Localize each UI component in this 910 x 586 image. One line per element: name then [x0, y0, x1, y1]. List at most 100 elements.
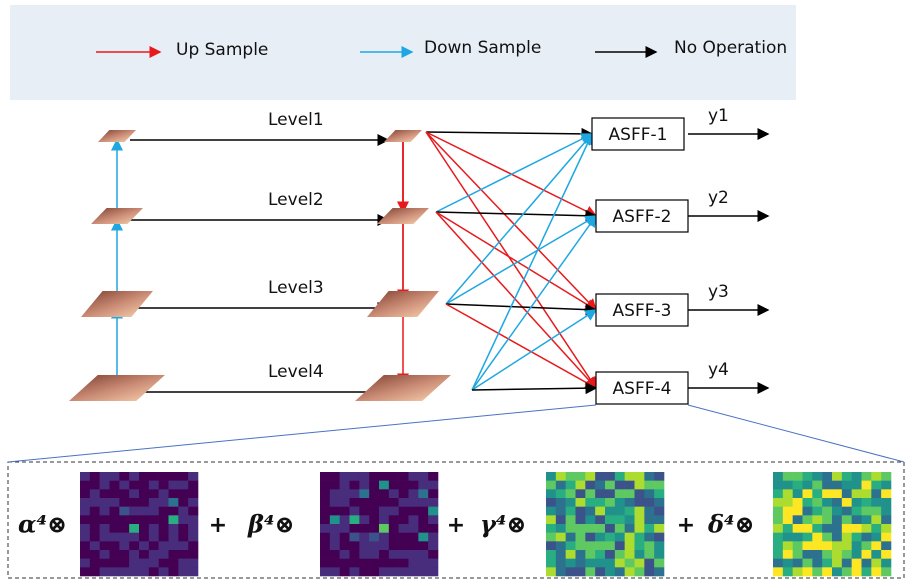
heatmap-cell [428, 533, 438, 542]
heatmap-cell [90, 533, 100, 542]
heatmap-cell [654, 507, 664, 516]
heatmap-cell [546, 541, 556, 550]
heatmap-cell [340, 550, 350, 559]
heatmap-cell [369, 541, 379, 550]
heatmap-cell [585, 481, 595, 490]
heatmap-cell [178, 550, 188, 559]
heatmap-cell [428, 559, 438, 568]
heatmap-cell [862, 515, 872, 524]
heatmap-cell [822, 481, 832, 490]
heatmap-cell [359, 550, 369, 559]
heatmap-cell [585, 541, 595, 550]
heatmap-cell [546, 472, 556, 481]
heatmap-cell [576, 498, 586, 507]
heatmap-cell [428, 481, 438, 490]
heatmap-cell [556, 489, 566, 498]
heatmap-cell [100, 567, 110, 576]
heatmap-cell [862, 550, 872, 559]
heatmap-cell [340, 541, 350, 550]
heatmap-cell [842, 472, 852, 481]
heatmap-cell [576, 481, 586, 490]
feature-map [355, 375, 451, 401]
heatmap-cell [330, 567, 340, 576]
heatmap-cell [654, 550, 664, 559]
heatmap-cell [556, 498, 566, 507]
feature-map [377, 208, 429, 224]
heatmap-cell [871, 533, 881, 542]
heatmap-cell [793, 515, 803, 524]
heatmap-cell [852, 567, 862, 576]
heatmap-cell [129, 481, 139, 490]
heatmap-cell [409, 567, 419, 576]
heatmap-cell [119, 550, 129, 559]
heatmap-cell [615, 567, 625, 576]
heatmap-cell [359, 524, 369, 533]
heatmap-cell [871, 515, 881, 524]
heatmap-cell [188, 507, 198, 516]
heatmap-cell [773, 541, 783, 550]
heatmap-cell [399, 550, 409, 559]
heatmap-cell [178, 489, 188, 498]
heatmap-cell [340, 489, 350, 498]
heatmap-cell [129, 489, 139, 498]
heatmap-cell [169, 541, 179, 550]
heatmap-cell [635, 559, 645, 568]
heatmap-cell [793, 472, 803, 481]
heatmap-cell [793, 533, 803, 542]
heatmap-cell [852, 481, 862, 490]
heatmap-cell [90, 524, 100, 533]
heatmap-cell [842, 515, 852, 524]
heatmap-cell [576, 472, 586, 481]
heatmap-cell [399, 533, 409, 542]
heatmap-cell [100, 515, 110, 524]
heatmap-cell [330, 524, 340, 533]
output-label: y3 [708, 282, 729, 302]
heatmap-cell [149, 559, 159, 568]
heatmap-cell [188, 541, 198, 550]
heatmap-cell [783, 541, 793, 550]
heatmap-cell [428, 567, 438, 576]
heatmap-cell [399, 524, 409, 533]
heatmap-cell [80, 481, 90, 490]
heatmap-cell [178, 524, 188, 533]
heatmap-cell [178, 515, 188, 524]
heatmap-cell [330, 533, 340, 542]
heatmap-cell [80, 533, 90, 542]
heatmap-cell [605, 498, 615, 507]
feature-map [81, 291, 153, 317]
heatmap-cell [842, 524, 852, 533]
heatmap-cell [369, 567, 379, 576]
heatmap-cell [871, 567, 881, 576]
heatmap-cell [546, 550, 556, 559]
heatmap-cell [159, 507, 169, 516]
heatmap-cell [635, 472, 645, 481]
heatmap-cell [852, 533, 862, 542]
heatmap-cell [100, 498, 110, 507]
heatmap-cell [566, 472, 576, 481]
heatmap-cell [654, 533, 664, 542]
heatmap-cell [409, 489, 419, 498]
heatmap-cell [409, 472, 419, 481]
heatmap-cell [566, 559, 576, 568]
heatmap-cell [546, 533, 556, 542]
heatmap-cell [832, 489, 842, 498]
heatmap-cell [615, 472, 625, 481]
heatmap-cell [100, 489, 110, 498]
heatmap-cell [340, 481, 350, 490]
heatmap-cell [90, 559, 100, 568]
heatmap-cell [546, 559, 556, 568]
heatmap-cell [625, 481, 635, 490]
heatmap-cell [585, 489, 595, 498]
heatmap-cell [100, 550, 110, 559]
heatmap-cell [783, 472, 793, 481]
heatmap-cell [605, 524, 615, 533]
zoom-line [688, 405, 904, 462]
heatmap-cell [615, 498, 625, 507]
feature-map [69, 375, 165, 401]
heatmap-cell [832, 550, 842, 559]
heatmap-cell [881, 533, 891, 542]
heatmap-cell [389, 515, 399, 524]
heatmap-cell [556, 515, 566, 524]
heatmap-cell [566, 524, 576, 533]
heatmap-cell [340, 507, 350, 516]
